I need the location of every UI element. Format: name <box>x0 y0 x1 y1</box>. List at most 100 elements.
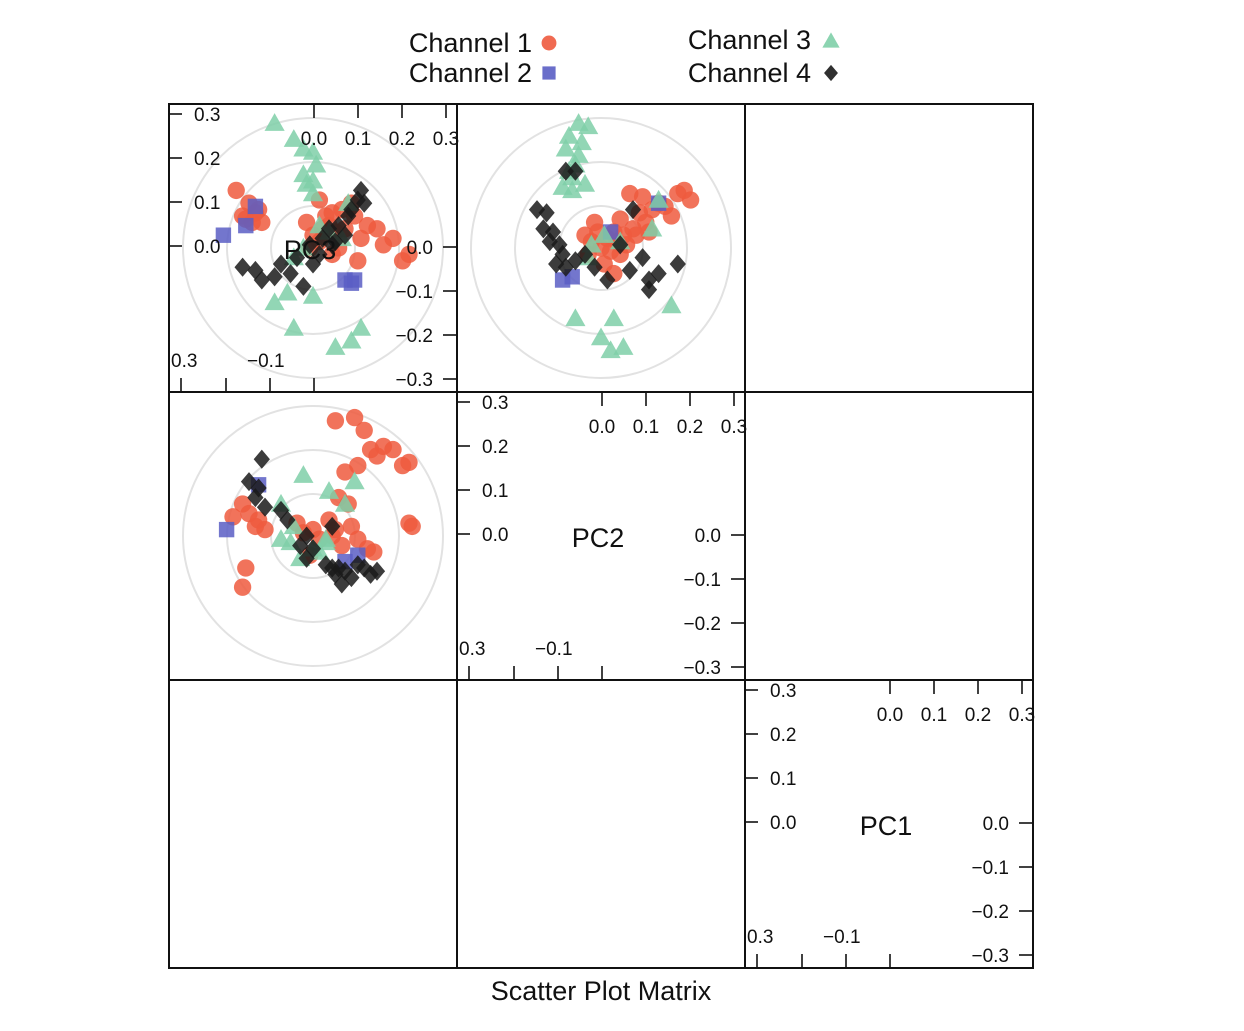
point-channel-4-11 <box>317 555 334 575</box>
point-channel-4-16 <box>634 248 651 268</box>
left-tick-label: 0.1 <box>770 769 796 790</box>
right-tick-label: 0.0 <box>695 526 721 547</box>
diagonal-pc3: PC3 0.3 0.2 0.1 0.0 0.0 0.1 0.2 0.3 0.0 −0.1 −0.2 −0… <box>169 104 459 392</box>
point-channel-4-15 <box>621 260 638 280</box>
point-channel-4-21 <box>557 161 574 181</box>
point-channel-4-15 <box>340 206 357 226</box>
point-channel-4-8 <box>301 235 318 255</box>
point-channel-4-18 <box>352 180 370 200</box>
left-tick-label: 0.2 <box>770 725 796 746</box>
point-channel-3-17 <box>277 282 298 301</box>
point-channel-1-35 <box>403 517 421 536</box>
right-tick-label: −0.3 <box>395 370 433 391</box>
point-channel-1-28 <box>365 543 383 561</box>
right-tick-label: −0.3 <box>683 658 721 679</box>
point-channel-4-22 <box>298 526 315 546</box>
panels <box>182 113 732 667</box>
point-channel-4-21 <box>324 516 341 536</box>
top-tick-label: 0.2 <box>389 129 415 150</box>
x-axis-label: Scatter Plot Matrix <box>491 976 712 1006</box>
right-tick-label: −0.1 <box>395 282 433 303</box>
point-channel-3-21 <box>341 330 362 349</box>
right-tick-label: −0.2 <box>683 614 721 635</box>
right-tick-label: −0.3 <box>971 946 1009 967</box>
legend-label-1: Channel 1 <box>409 28 532 58</box>
top-tick-label: 0.0 <box>877 705 903 726</box>
point-channel-3-23 <box>661 295 682 314</box>
bottom-tick-label: −0.1 <box>247 351 285 372</box>
point-channel-4-20 <box>324 235 341 255</box>
point-channel-3-9 <box>302 183 324 202</box>
point-channel-3-13 <box>594 225 615 243</box>
point-channel-1-27 <box>611 210 629 228</box>
point-channel-3-12 <box>574 173 596 192</box>
point-channel-1-18 <box>662 207 681 225</box>
point-channel-4-7 <box>279 510 296 530</box>
point-channel-1-31 <box>237 559 255 577</box>
point-channel-1-9 <box>297 213 316 232</box>
diagonal-label-pc3: PC3 <box>284 235 337 265</box>
diagonal-panels: PC1 0.3 0.2 0.1 0.0 0.0 0.1 0.2 0.3 0.0 −0.1 −0.2 −0… <box>169 104 1035 968</box>
bottom-tick-label: −0.1 <box>823 927 861 948</box>
top-tick-label: 0.3 <box>721 417 747 438</box>
point-channel-1-9 <box>393 456 412 475</box>
point-channel-1-23 <box>384 229 402 248</box>
reference-circle-1 <box>470 117 732 379</box>
point-channel-1-25 <box>400 245 418 264</box>
top-tick-label: 0.0 <box>301 129 327 150</box>
top-tick-label: 0.2 <box>677 417 703 438</box>
point-channel-2-2 <box>238 217 254 234</box>
point-channel-3-3 <box>318 481 340 499</box>
top-tick-label: 0.1 <box>633 417 659 438</box>
point-channel-4-7 <box>295 276 312 296</box>
point-channel-1-11 <box>336 463 354 481</box>
point-channel-2-1 <box>215 227 232 243</box>
point-channel-3-4 <box>571 132 592 151</box>
point-channel-1-29 <box>323 245 341 264</box>
left-tick-label: 0.3 <box>482 393 508 414</box>
point-channel-4-3 <box>253 270 270 290</box>
left-tick-label: 0.3 <box>194 105 220 126</box>
left-tick-label: 0.2 <box>194 149 220 170</box>
right-tick-label: 0.0 <box>983 814 1009 835</box>
point-channel-3-20 <box>325 337 346 355</box>
point-channel-3-3 <box>558 125 580 144</box>
point-channel-4-19 <box>650 264 667 284</box>
point-channel-4-1 <box>253 449 270 469</box>
point-channel-4-5 <box>272 254 290 274</box>
legend-marker-1 <box>541 35 557 51</box>
point-channel-1-31 <box>349 252 367 270</box>
left-tick-label: 0.2 <box>482 437 508 458</box>
point-channel-3-17 <box>648 189 669 208</box>
right-tick-label: −0.2 <box>395 326 433 347</box>
left-tick-label: 0.0 <box>194 237 220 258</box>
point-channel-2-3 <box>247 198 264 215</box>
right-tick-label: −0.1 <box>683 570 721 591</box>
top-tick-label: 0.0 <box>589 417 615 438</box>
point-channel-3-11 <box>344 471 365 490</box>
point-channel-3-2 <box>293 465 314 483</box>
reference-circle-1 <box>182 405 444 667</box>
point-channel-4-12 <box>586 257 603 277</box>
point-channel-3-22 <box>350 317 372 336</box>
point-channel-3-16 <box>642 218 663 237</box>
diagonal-label-pc1: PC1 <box>860 811 913 841</box>
point-channel-1-21 <box>368 220 386 238</box>
point-channel-4-4 <box>247 488 264 508</box>
left-tick-label: 0.1 <box>194 193 220 214</box>
bottom-tick-label: 0.3 <box>747 927 773 948</box>
point-channel-3-19 <box>603 308 624 327</box>
point-channel-1-19 <box>352 229 370 248</box>
outer-frame <box>168 103 1034 969</box>
point-channel-4-14 <box>336 225 354 245</box>
diagonal-label-pc2: PC2 <box>572 523 625 553</box>
point-channel-4-23 <box>333 574 350 594</box>
legend-marker-3 <box>822 32 840 48</box>
legend-marker-2 <box>542 66 556 80</box>
bottom-tick-label: 0.3 <box>459 639 485 660</box>
top-tick-label: 0.1 <box>345 129 371 150</box>
point-channel-4-6 <box>288 248 306 268</box>
point-channel-4-10 <box>304 539 322 559</box>
point-channel-4-21 <box>282 264 299 284</box>
